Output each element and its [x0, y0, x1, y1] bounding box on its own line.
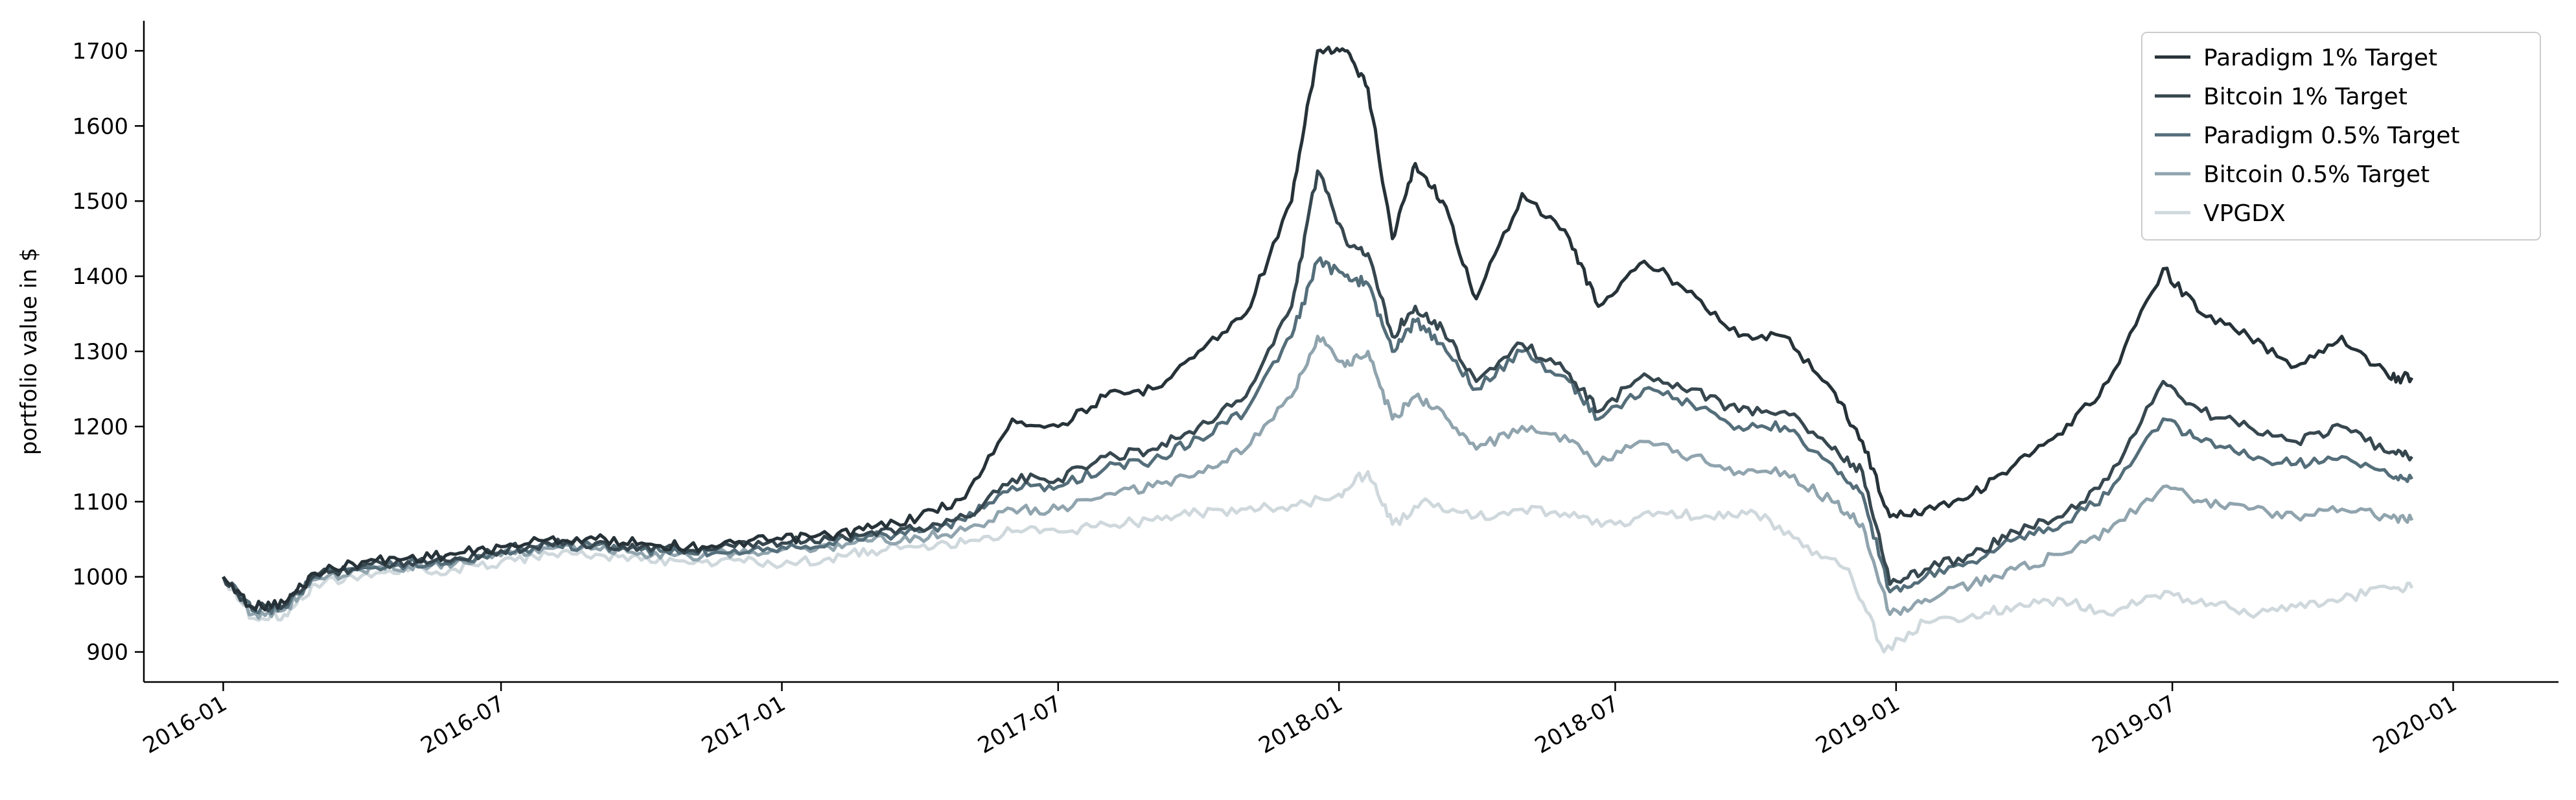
legend-label: VPGDX [2203, 200, 2286, 227]
y-tick-label: 1100 [72, 489, 128, 515]
y-tick-label: 1000 [72, 565, 128, 591]
legend-label: Paradigm 1% Target [2203, 45, 2437, 71]
series-line [222, 169, 2413, 613]
y-axis-ticks: 900 1000 1100 1200 1300 1400 1500 1600 1700 [72, 38, 144, 666]
y-tick-label: 900 [86, 640, 128, 666]
legend-label: Bitcoin 0.5% Target [2203, 161, 2430, 188]
legend: Paradigm 1% Target Bitcoin 1% Target Parad… [2141, 32, 2541, 241]
y-tick-label: 1700 [72, 38, 128, 64]
plot-area [222, 45, 2414, 654]
y-tick-label: 1400 [72, 264, 128, 290]
series-line [222, 470, 2414, 654]
series-line [222, 256, 2414, 615]
y-tick-label: 1200 [72, 414, 128, 440]
y-tick-label: 1500 [72, 189, 128, 215]
y-tick-label: 1300 [72, 339, 128, 365]
legend-label: Bitcoin 1% Target [2203, 84, 2408, 110]
series-line [222, 45, 2414, 612]
series-line [222, 335, 2414, 620]
y-tick-label: 1600 [72, 113, 128, 139]
legend-label: Paradigm 0.5% Target [2203, 123, 2460, 149]
legend-box [2141, 32, 2541, 241]
y-axis-label: portfolio value in $ [16, 248, 42, 455]
